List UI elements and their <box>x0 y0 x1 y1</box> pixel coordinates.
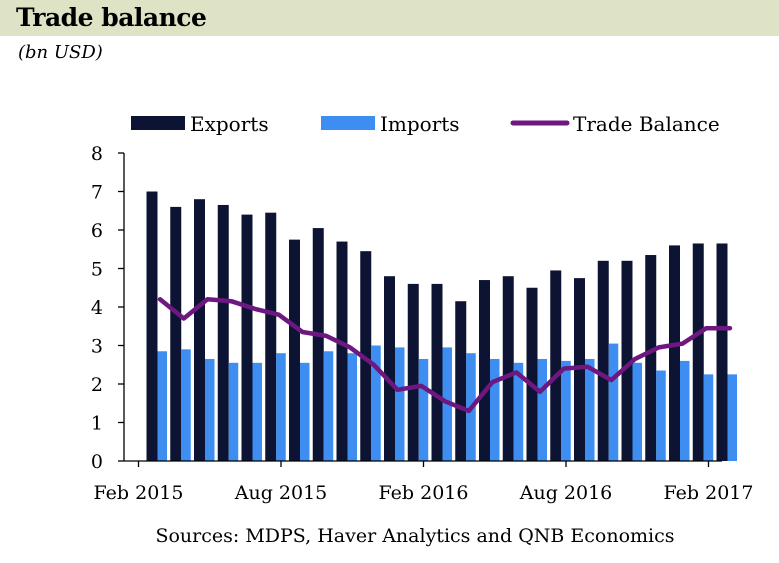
exports-bar <box>669 245 680 461</box>
imports-bar <box>323 351 334 461</box>
imports-bar <box>537 358 547 461</box>
legend-exports-swatch <box>131 116 185 130</box>
imports-bar <box>680 360 690 461</box>
imports-bar <box>157 351 167 461</box>
y-tick-label: 0 <box>91 451 103 473</box>
y-tick-label: 8 <box>91 143 103 165</box>
imports-bar <box>490 358 500 461</box>
exports-bar <box>241 214 253 461</box>
x-tick-label: Aug 2015 <box>234 482 328 504</box>
exports-bar <box>384 276 395 461</box>
imports-bar <box>347 353 357 461</box>
imports-bar <box>252 362 262 461</box>
imports-bar <box>656 370 666 461</box>
title-band <box>0 0 779 36</box>
x-tick-label: Feb 2017 <box>664 482 754 504</box>
exports-bar <box>455 301 467 461</box>
axes: 0 1 2 3 4 5 6 7 8 Feb 2015 Aug 2015 Feb 2016 Aug 201… <box>91 143 754 504</box>
exports-bar <box>645 255 657 461</box>
exports-bar <box>312 228 324 461</box>
chart-title: Trade balance <box>16 3 207 32</box>
exports-bar <box>502 276 514 461</box>
trade-balance-line <box>157 297 733 414</box>
trade-balance-series <box>157 297 733 414</box>
exports-bar <box>550 270 562 461</box>
imports-bar <box>585 358 595 461</box>
chart-subtitle: (bn USD) <box>18 42 103 63</box>
imports-bar <box>228 362 239 461</box>
y-tick-label: 2 <box>91 374 103 396</box>
x-tick-label: Feb 2015 <box>94 482 184 504</box>
imports-bar <box>561 360 571 461</box>
imports-bar <box>181 349 191 461</box>
y-tick-label: 1 <box>91 413 103 435</box>
y-tick-label: 7 <box>91 182 103 204</box>
y-tick-label: 6 <box>91 220 103 242</box>
imports-bar <box>703 374 714 461</box>
exports-bar <box>146 191 158 461</box>
imports-bar <box>276 353 286 461</box>
y-tick-label: 4 <box>91 297 103 319</box>
exports-bar <box>170 206 182 461</box>
imports-bar <box>608 343 619 461</box>
imports-bar <box>513 362 524 461</box>
imports-bar <box>300 362 310 461</box>
exports-bar <box>289 239 300 461</box>
imports-bar <box>632 362 642 461</box>
legend-exports-label: Exports <box>190 112 269 136</box>
imports-bar <box>205 358 215 461</box>
exports-bar <box>217 204 229 461</box>
legend: Exports Imports Trade Balance <box>131 112 720 136</box>
exports-bar <box>360 251 372 461</box>
exports-bar <box>716 243 728 461</box>
exports-bar <box>692 243 704 461</box>
y-tick-label: 5 <box>91 259 103 281</box>
imports-bar <box>727 374 737 461</box>
imports-bar <box>371 345 381 461</box>
exports-bar <box>265 212 277 461</box>
exports-bar <box>431 283 443 461</box>
y-tick-label: 3 <box>91 336 103 358</box>
exports-bar <box>336 241 348 461</box>
exports-bar <box>526 287 538 461</box>
exports-bar <box>407 283 419 461</box>
legend-imports-swatch <box>321 116 375 130</box>
exports-bar <box>621 260 633 461</box>
source-note: Sources: MDPS, Haver Analytics and QNB E… <box>155 525 674 547</box>
x-tick-label: Feb 2016 <box>379 482 469 504</box>
legend-imports-label: Imports <box>380 112 460 136</box>
x-tick-label: Aug 2016 <box>519 482 613 504</box>
exports-bar <box>597 260 609 461</box>
exports-bar <box>194 199 205 461</box>
imports-bar <box>418 358 429 461</box>
exports-bar <box>479 280 490 461</box>
legend-balance-label: Trade Balance <box>573 112 720 136</box>
imports-bar <box>395 347 405 461</box>
bar-series <box>146 191 737 461</box>
